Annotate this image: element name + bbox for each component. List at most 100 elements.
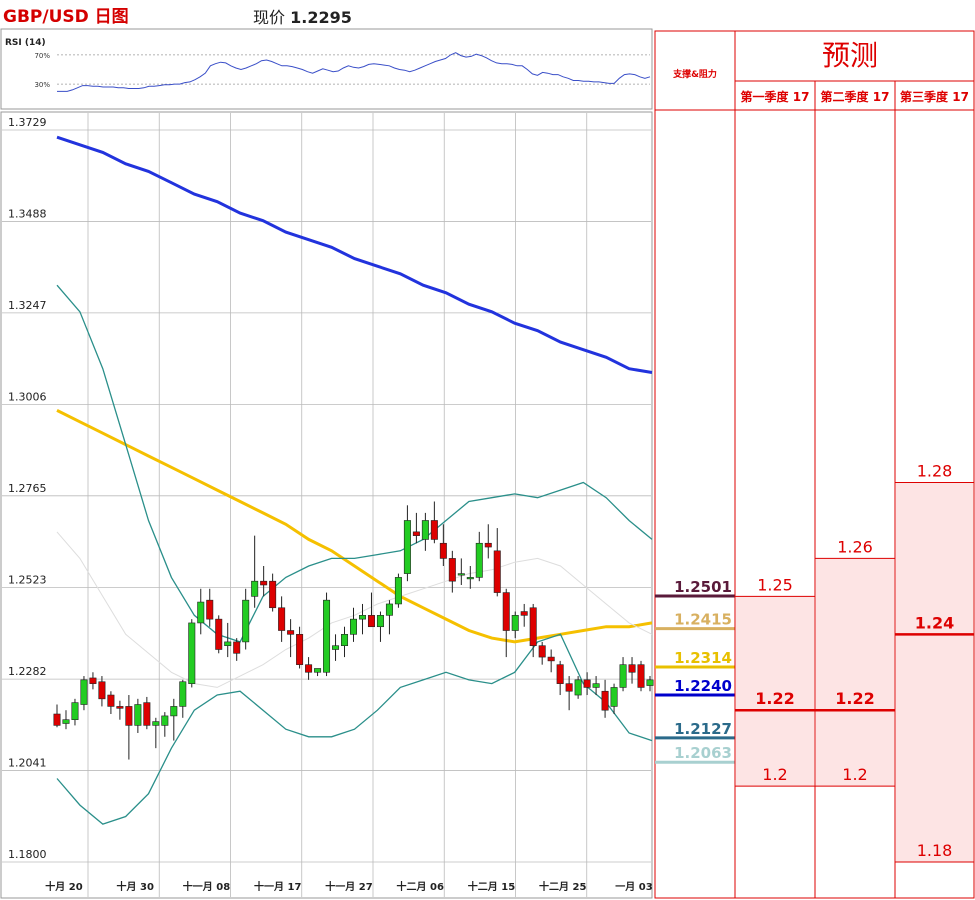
candle-up: [71, 702, 79, 720]
candle-down: [125, 706, 133, 726]
candle-down: [583, 679, 591, 688]
x-tick-label: 十二月 06: [397, 880, 444, 893]
forecast-range-fill: [736, 596, 814, 787]
candle-up: [475, 542, 483, 578]
candle-up: [394, 577, 402, 605]
level-value: 1.2314: [674, 649, 732, 667]
forecast-value: 1.28: [917, 462, 953, 481]
y-tick-label: 1.3729: [8, 116, 47, 129]
forecast-value: 1.22: [755, 689, 794, 708]
candle-down: [547, 656, 555, 662]
level-value: 1.2127: [674, 720, 732, 738]
candle-down: [107, 694, 115, 707]
forecast-title: 预测: [822, 39, 878, 72]
x-tick-label: 十二月 25: [539, 880, 586, 893]
current-price: 现价 1.2295: [253, 4, 352, 28]
candle-down: [269, 580, 277, 609]
candle-down: [439, 542, 447, 559]
level-value: 1.2240: [674, 677, 732, 695]
forecast-value: 1.26: [837, 537, 873, 556]
price-panel-frame: [0, 111, 653, 899]
candle-up: [574, 679, 582, 696]
support-resistance-panel: 支撑&阻力 1.2501 1.2415 1.2314 1.2240 1.2127 1.206…: [654, 30, 736, 899]
candle-down: [287, 630, 295, 635]
candle-down: [233, 641, 241, 654]
x-tick-label: 十一月 27: [325, 880, 372, 893]
candle-up: [349, 618, 357, 635]
forecast-value: 1.24: [915, 613, 954, 632]
candle-down: [430, 520, 438, 540]
candle-up: [332, 645, 340, 650]
candle-down: [215, 618, 223, 650]
candle-down: [260, 580, 268, 586]
candle-down: [143, 702, 151, 726]
candle-up: [170, 706, 178, 717]
level-value: 1.2501: [674, 578, 732, 596]
x-tick-label: 十一月 08: [183, 880, 230, 893]
candle-down: [278, 607, 286, 631]
candle-down: [520, 611, 528, 616]
candle-down: [628, 664, 636, 673]
candle-up: [251, 580, 259, 597]
candle-up: [314, 668, 322, 673]
y-tick-label: 1.2523: [8, 574, 47, 587]
candle-up: [161, 715, 169, 726]
candle-up: [421, 520, 429, 540]
y-tick-label: 1.2765: [8, 482, 47, 495]
candle-down: [529, 607, 537, 647]
candle-up: [376, 615, 384, 628]
candles: [53, 501, 654, 760]
candle-up: [188, 622, 196, 684]
candle-up: [341, 634, 349, 647]
candle-up: [179, 681, 187, 707]
candle-up: [152, 721, 160, 726]
candle-down: [296, 634, 304, 665]
candle-up: [466, 577, 474, 580]
y-tick-label: 1.2041: [8, 757, 47, 770]
candle-down: [116, 706, 124, 709]
candle-down: [601, 690, 609, 711]
forecast-range-fill: [816, 558, 894, 787]
series-line-3: [56, 633, 653, 825]
forecast-col-label: 第二季度 17: [821, 89, 890, 104]
candle-down: [53, 713, 61, 726]
forecast-value: 1.2: [762, 765, 787, 784]
y-tick-label: 1.2282: [8, 665, 47, 678]
current-price-value: 1.2295: [290, 8, 352, 27]
y-tick-label: 1.3247: [8, 299, 47, 312]
x-tick-label: 十二月 15: [468, 880, 515, 893]
candle-down: [565, 683, 573, 692]
x-tick-label: 十月 20: [45, 880, 82, 893]
candle-up: [134, 704, 142, 726]
candle-up: [62, 719, 70, 724]
y-tick-label: 1.1800: [8, 848, 47, 861]
levels-header: 支撑&阻力: [672, 68, 717, 80]
candle-down: [493, 550, 501, 593]
y-tick-label: 1.3488: [8, 207, 47, 220]
rsi-label: RSI (14): [5, 38, 46, 48]
candle-down: [556, 664, 564, 684]
forecast-value: 1.18: [917, 841, 953, 860]
x-tick-label: 十一月 17: [254, 880, 301, 893]
candle-down: [637, 664, 645, 688]
series-line-2: [56, 284, 653, 643]
y-tick-label: 1.3006: [8, 390, 47, 403]
levels-panel-frame: [654, 30, 736, 899]
candle-up: [242, 599, 250, 643]
forecast-value: 1.25: [757, 575, 793, 594]
candle-up: [511, 615, 519, 631]
candle-up: [80, 679, 88, 705]
series-line-1: [56, 409, 653, 644]
forecast-col-label: 第一季度 17: [741, 89, 810, 104]
candle-up: [457, 573, 465, 576]
candle-up: [592, 683, 600, 688]
forecast-value: 1.22: [835, 689, 874, 708]
candle-down: [367, 615, 375, 628]
rsi-level-label: 70%: [34, 52, 50, 60]
candle-up: [197, 601, 205, 624]
candle-down: [305, 664, 313, 673]
candle-up: [323, 599, 331, 673]
candle-up: [646, 679, 654, 686]
